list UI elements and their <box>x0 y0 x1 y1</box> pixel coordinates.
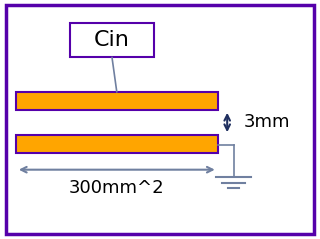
Bar <box>16 135 218 153</box>
Bar <box>70 23 154 57</box>
Text: 3mm: 3mm <box>243 114 290 131</box>
Text: Cin: Cin <box>94 30 130 50</box>
Bar <box>16 92 218 110</box>
Text: 300mm^2: 300mm^2 <box>69 179 164 197</box>
